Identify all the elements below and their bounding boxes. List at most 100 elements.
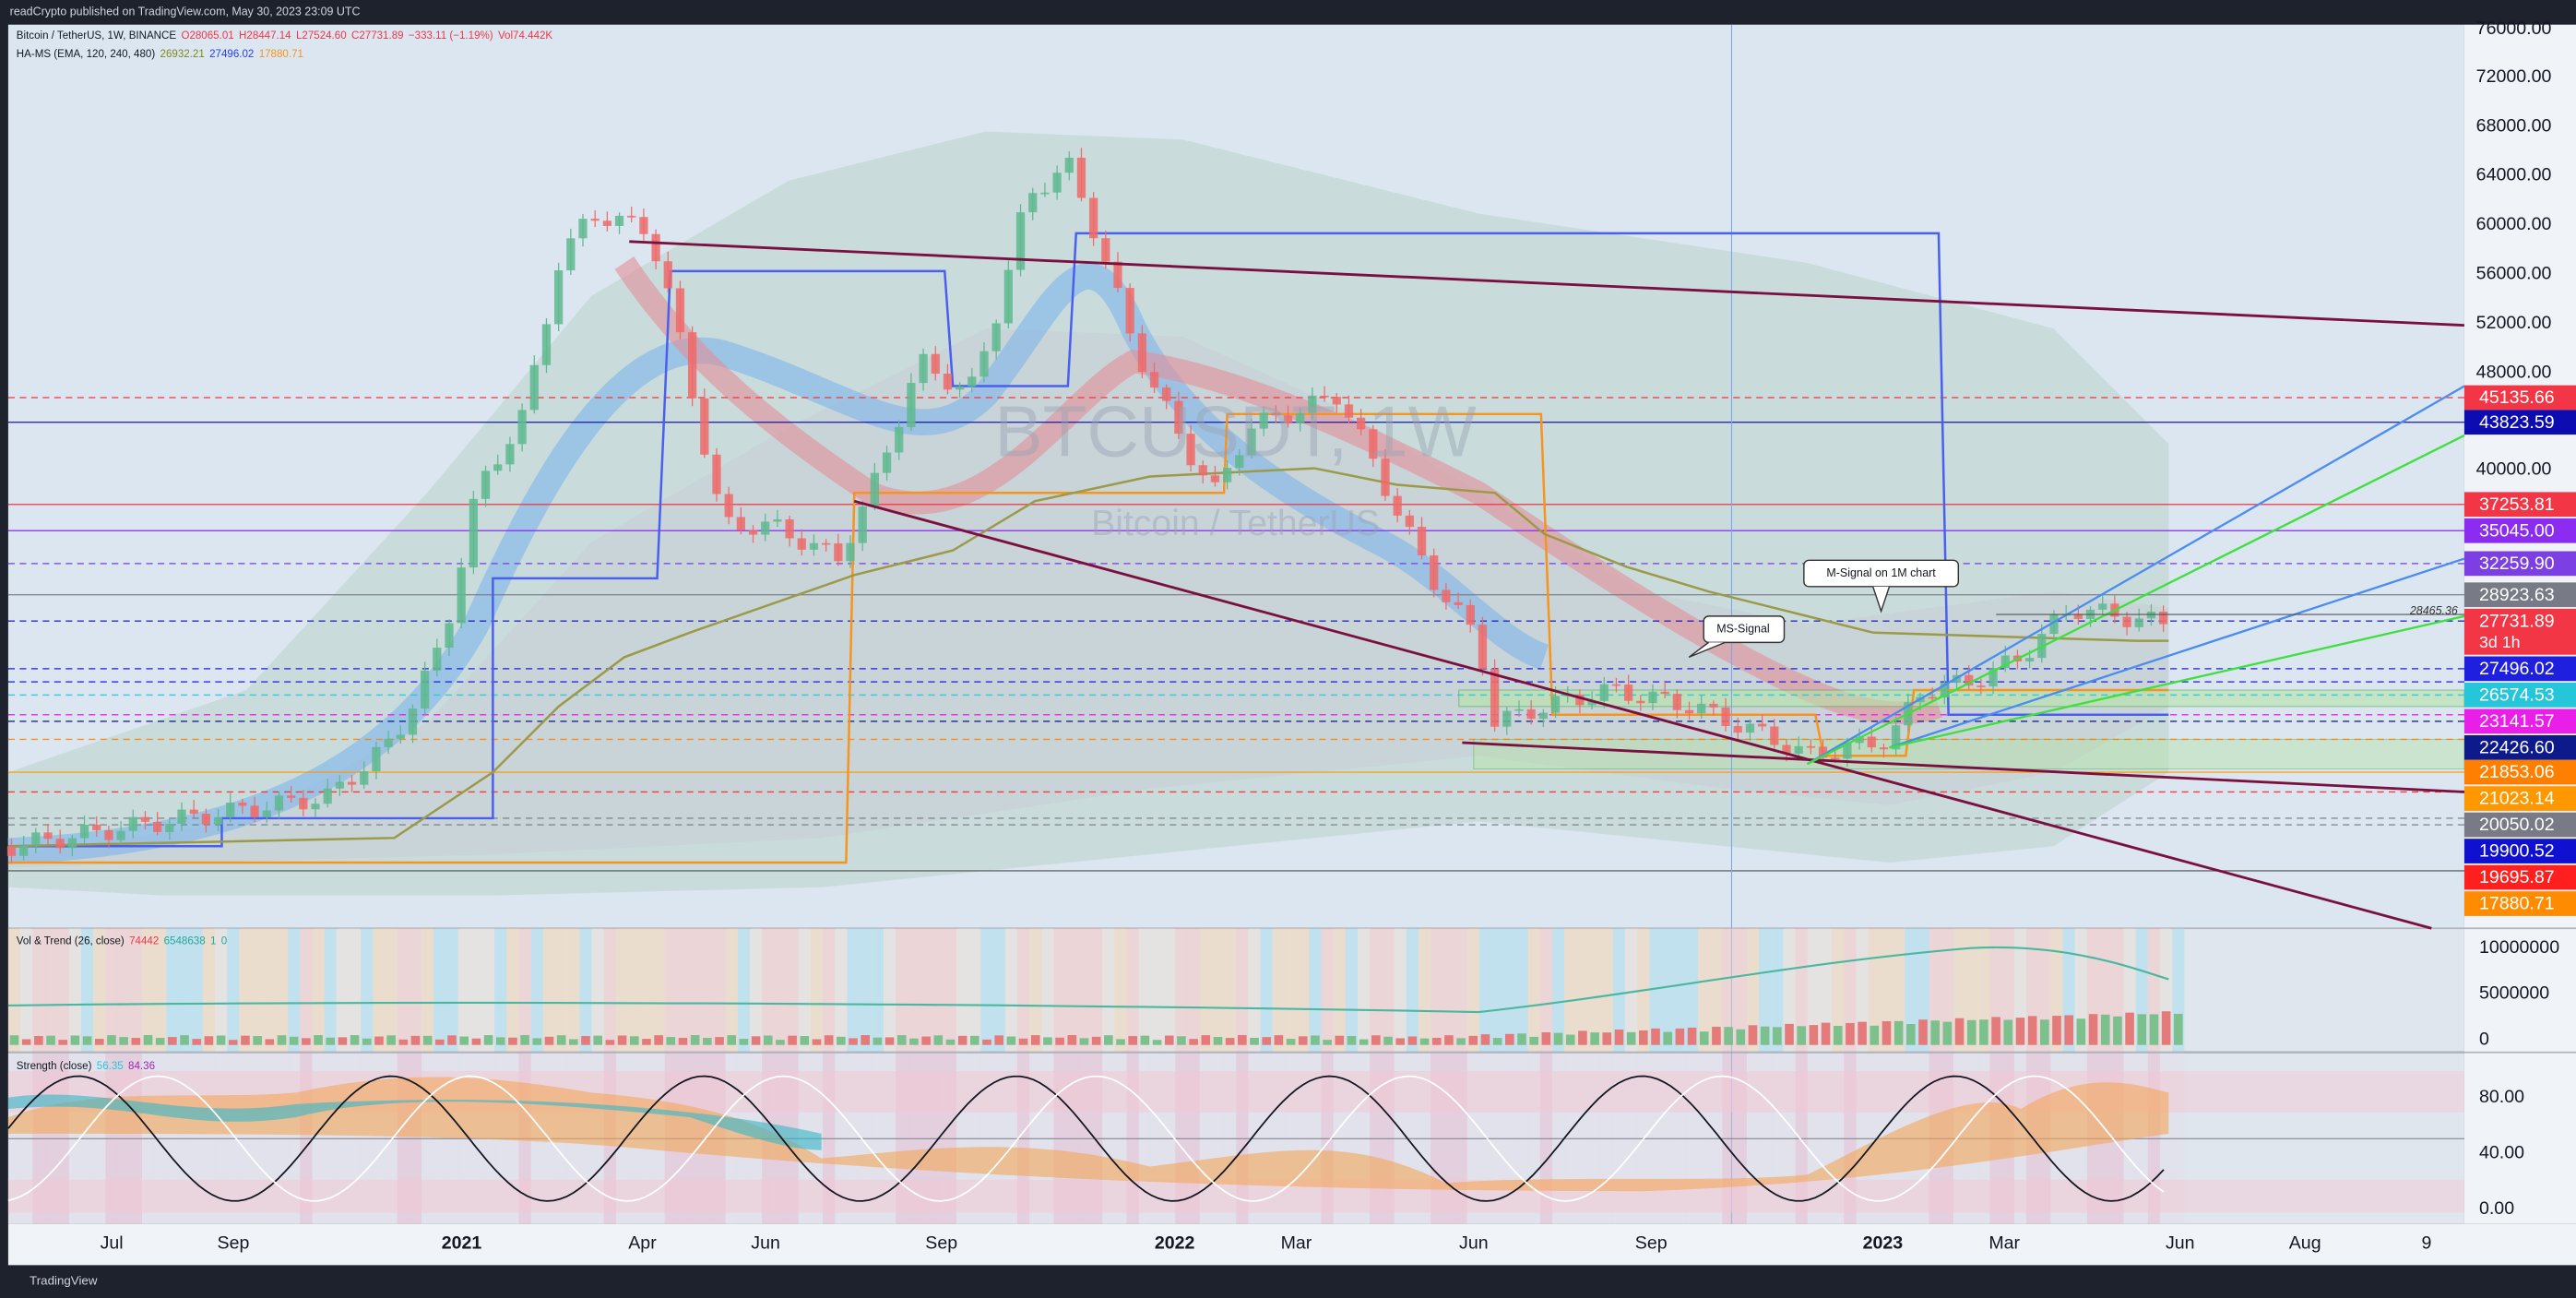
price-label: 45135.66 [2479, 387, 2555, 408]
candle-body [1308, 395, 1317, 413]
price-label: 27496.02 [2479, 659, 2555, 679]
trend-bg [689, 928, 702, 1052]
price-tick: 76000.00 [2476, 18, 2552, 39]
candle-body [651, 233, 660, 262]
trend-bg [117, 928, 130, 1052]
trend-bg [1394, 928, 1407, 1052]
candle-body [226, 802, 235, 817]
volume-bar [544, 1036, 554, 1045]
zone-box [1458, 689, 2465, 708]
candle-body [907, 383, 916, 427]
trend-bg [530, 928, 543, 1052]
trend-bg [1649, 928, 1662, 1052]
candle-body [457, 567, 466, 624]
volume-bar [739, 1039, 749, 1045]
trend-bg [1150, 928, 1164, 1052]
volume-bar [1480, 1034, 1490, 1045]
trend-bg [1406, 928, 1419, 1052]
trend-bg [786, 928, 799, 1052]
candle-body [1928, 697, 1937, 699]
candle-body [469, 498, 479, 568]
trend-bg [1345, 928, 1359, 1052]
volume-bar [1262, 1037, 1272, 1045]
trend-bg [1102, 928, 1115, 1052]
trend-bg [1746, 928, 1760, 1052]
trend-bg [1090, 928, 1103, 1052]
trend-bg [920, 928, 932, 1052]
candle-body [1843, 743, 1852, 759]
trend-bg [178, 928, 191, 1052]
legend-text: C27731.89 [351, 30, 404, 42]
trend-bg [1503, 928, 1516, 1052]
trend-bg [1795, 928, 1808, 1052]
candle-body [724, 494, 733, 518]
annotation: MS-Signal [1716, 622, 1769, 635]
legend-text: H28447.14 [239, 30, 291, 42]
trend-bg [1588, 928, 1601, 1052]
volume-bar [386, 1035, 396, 1045]
candle-body [2158, 611, 2168, 625]
trend-bg [1418, 928, 1431, 1052]
trend-bg [737, 928, 750, 1052]
volume-bar [46, 1035, 55, 1045]
trend-bg [664, 928, 677, 1052]
volume-bar [58, 1040, 68, 1045]
trend-bg [300, 928, 313, 1052]
volume-bar [1893, 1020, 1904, 1045]
volume-bar [435, 1039, 445, 1045]
volume-bar [1335, 1035, 1345, 1045]
cloud-inner [7, 328, 2169, 868]
candle-body [979, 351, 989, 377]
price-label-box [2463, 683, 2576, 708]
price-label-box [2463, 656, 2576, 682]
candle-body [1076, 157, 1086, 198]
trend-bg [1710, 928, 1723, 1052]
trend-bg [1551, 928, 1565, 1052]
strength-tick: 40.00 [2479, 1142, 2524, 1162]
candle-body [2098, 603, 2107, 610]
candle-body [943, 374, 953, 390]
trend-bg [992, 928, 1005, 1052]
volume-bar [1298, 1036, 1308, 1045]
volume-bar [1189, 1039, 1198, 1045]
trend-bg [579, 928, 592, 1052]
trend-bg [640, 928, 653, 1052]
volume-bar [1906, 1023, 1916, 1045]
price-label: 23141.57 [2479, 711, 2555, 732]
price-tick: 72000.00 [2476, 66, 2552, 87]
trend-bg [32, 928, 45, 1052]
candle-body [2049, 613, 2059, 635]
legend-text: O28065.01 [181, 30, 233, 42]
volume-bar [556, 1035, 566, 1045]
price-tick: 68000.00 [2476, 115, 2552, 136]
volume-bar [192, 1039, 202, 1045]
volume-bar [1444, 1035, 1454, 1045]
volume-bar [1492, 1038, 1502, 1045]
volume-bar [1942, 1021, 1953, 1045]
candle-body [1149, 372, 1159, 388]
volume-bar [1043, 1037, 1052, 1045]
candle-body [153, 821, 162, 832]
volume-bar [629, 1036, 639, 1045]
candle-body [19, 845, 29, 856]
volume-bar [1699, 1031, 1709, 1045]
volume-bar [1797, 1026, 1807, 1045]
trend-bg [676, 928, 690, 1052]
candle-body [1818, 746, 1828, 758]
trend-bg [397, 928, 410, 1052]
volume-bar [896, 1035, 907, 1045]
trend-bg [1905, 928, 1917, 1052]
volume-bar [1164, 1035, 1174, 1045]
volume-bar [2064, 1015, 2074, 1045]
strength-line-white [7, 1075, 2165, 1202]
candle-body [1867, 736, 1876, 748]
volume-bar [532, 1038, 542, 1045]
candle-body [834, 543, 843, 562]
candle-body [287, 795, 296, 798]
volume-bar [422, 1035, 433, 1045]
candle-body [299, 797, 308, 810]
volume-bar [2088, 1014, 2098, 1045]
candle-body [505, 444, 515, 465]
trend-bg [615, 928, 629, 1052]
